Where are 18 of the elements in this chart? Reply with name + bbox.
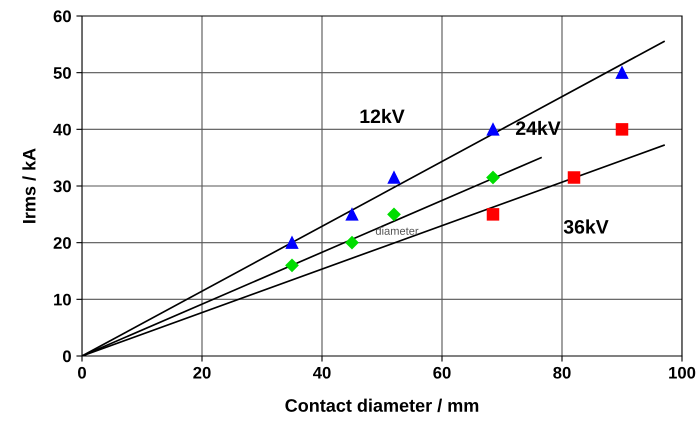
x-axis-title: Contact diameter / mm xyxy=(285,398,478,412)
annotation: diameter xyxy=(376,226,418,235)
annotation: 36kV xyxy=(564,219,609,234)
x-tick-label: 100 xyxy=(669,366,696,379)
y-tick-label: 0 xyxy=(62,350,71,362)
x-tick-label: 20 xyxy=(193,366,211,379)
y-tick-label: 50 xyxy=(54,67,71,79)
x-tick-label: 60 xyxy=(433,366,451,379)
y-tick-label: 30 xyxy=(53,180,71,192)
x-tick-label: 80 xyxy=(553,366,571,379)
y-tick-label: 60 xyxy=(54,10,71,22)
y-tick-label: 10 xyxy=(54,294,71,306)
y-tick-label: 40 xyxy=(53,124,71,136)
x-tick-label: 40 xyxy=(312,366,331,379)
x-tick-label: 0 xyxy=(78,366,86,379)
y-tick-label: 20 xyxy=(54,237,71,249)
annotation: 12kV xyxy=(360,108,405,124)
y-axis-title: Irms / kA xyxy=(22,148,36,223)
